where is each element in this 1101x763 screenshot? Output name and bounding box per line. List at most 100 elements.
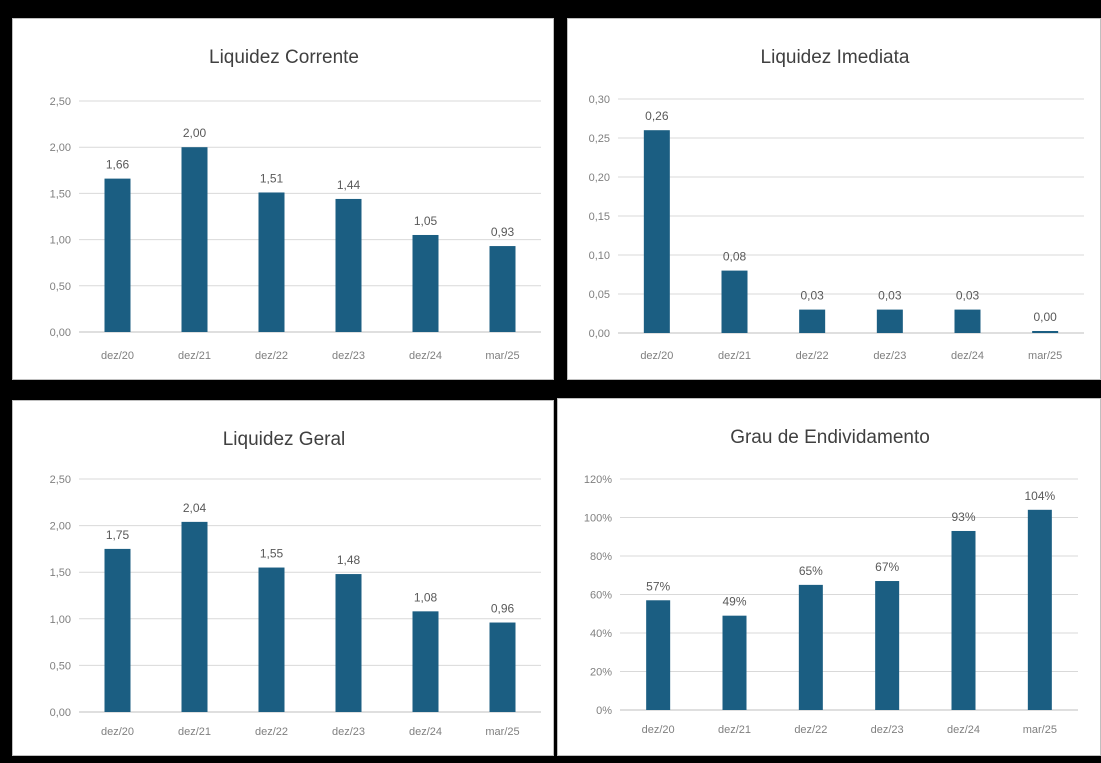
- y-tick-label: 20%: [590, 667, 612, 679]
- x-tick-label: dez/24: [409, 350, 442, 362]
- bar-dez-23: [876, 309, 903, 333]
- y-tick-label: 0,00: [50, 327, 71, 339]
- y-tick-label: 0,00: [589, 328, 610, 340]
- data-label: 1,08: [414, 590, 438, 604]
- data-label: 57%: [646, 579, 670, 593]
- y-tick-label: 2,50: [50, 474, 71, 486]
- x-tick-label: dez/20: [101, 726, 134, 738]
- y-tick-label: 0,15: [589, 211, 610, 223]
- data-label: 65%: [799, 564, 823, 578]
- chart-liquidez-imediata: Liquidez Imediata 0,00 0,05 0,10 0,15 0,20 0,2…: [589, 47, 1084, 362]
- data-label: 0,26: [645, 109, 669, 123]
- x-tick-label: dez/24: [951, 350, 984, 362]
- chart-liquidez-corrente: Liquidez Corrente 0,00 0,50 1,00 1,50 2,00 2,5…: [50, 47, 541, 362]
- bar-dez-24: [954, 309, 981, 333]
- y-tick-label: 80%: [590, 551, 612, 563]
- bar-dez-23: [335, 574, 362, 712]
- bar-dez-23: [335, 198, 362, 332]
- bar-dez-22: [798, 584, 823, 710]
- y-tick-label: 2,00: [50, 521, 71, 533]
- bar-dez-24: [951, 530, 976, 710]
- data-label: 67%: [875, 560, 899, 574]
- x-tick-label: dez/23: [332, 350, 365, 362]
- data-label: 1,48: [337, 553, 361, 567]
- bar-dez-24: [412, 234, 439, 332]
- chart-panel-grau-de-endividamento: Grau de Endividamento 0% 20% 40% 60% 80% 100% 1…: [557, 398, 1101, 756]
- x-tick-label: dez/20: [101, 350, 134, 362]
- data-label: 0,03: [956, 289, 980, 303]
- chart-panel-liquidez-geral: Liquidez Geral 0,00 0,50 1,00 1,50 2,00 2,50 1,…: [12, 400, 554, 756]
- y-tick-label: 0,25: [589, 133, 610, 145]
- x-tick-label: dez/23: [332, 726, 365, 738]
- y-tick-label: 1,50: [50, 567, 71, 579]
- data-label: 1,75: [106, 528, 130, 542]
- data-label: 0,03: [878, 289, 902, 303]
- chart-title: Liquidez Imediata: [761, 47, 910, 68]
- bar-dez-20: [104, 178, 131, 332]
- x-tick-label: dez/21: [178, 726, 211, 738]
- bar-dez-23: [875, 581, 900, 710]
- data-label: 0,08: [723, 250, 747, 264]
- bar-dez-22: [799, 309, 826, 333]
- x-tick-label: dez/20: [642, 724, 675, 736]
- data-label: 0,96: [491, 602, 515, 616]
- bar-dez-24: [412, 611, 439, 712]
- y-tick-label: 120%: [584, 474, 612, 486]
- x-tick-label: mar/25: [1028, 350, 1062, 362]
- chart-title: Grau de Endividamento: [730, 427, 930, 448]
- x-tick-label: dez/20: [640, 350, 673, 362]
- bar-dez-21: [721, 270, 748, 333]
- data-label: 104%: [1024, 489, 1055, 503]
- bar-mar-25: [1032, 331, 1059, 333]
- bar-dez-21: [722, 615, 747, 710]
- chart-grau-de-endividamento: Grau de Endividamento 0% 20% 40% 60% 80% 100% 1…: [584, 427, 1078, 736]
- x-tick-label: dez/23: [871, 724, 904, 736]
- chart-panel-liquidez-corrente: Liquidez Corrente 0,00 0,50 1,00 1,50 2,00 2,5…: [12, 18, 554, 380]
- data-label: 1,05: [414, 214, 438, 228]
- data-label: 0,00: [1033, 310, 1057, 324]
- y-tick-label: 1,00: [50, 235, 71, 247]
- y-tick-label: 0,50: [50, 281, 71, 293]
- x-tick-label: mar/25: [485, 350, 519, 362]
- y-tick-label: 0,30: [589, 94, 610, 106]
- data-label: 1,51: [260, 171, 284, 185]
- data-label: 1,44: [337, 178, 361, 192]
- x-tick-label: dez/22: [255, 726, 288, 738]
- data-label: 93%: [951, 510, 975, 524]
- x-tick-label: dez/24: [409, 726, 442, 738]
- bar-dez-20: [643, 130, 670, 333]
- x-tick-label: dez/21: [718, 350, 751, 362]
- bar-dez-20: [646, 600, 671, 710]
- y-tick-label: 1,50: [50, 188, 71, 200]
- y-tick-label: 100%: [584, 513, 612, 525]
- x-tick-label: dez/21: [718, 724, 751, 736]
- y-tick-label: 0,00: [50, 707, 71, 719]
- y-tick-label: 2,00: [50, 142, 71, 154]
- data-label: 2,04: [183, 501, 207, 515]
- y-tick-label: 0%: [596, 705, 612, 717]
- bar-dez-22: [258, 567, 285, 712]
- x-tick-label: dez/21: [178, 350, 211, 362]
- bar-dez-22: [258, 192, 285, 332]
- bar-mar-25: [489, 246, 516, 332]
- y-tick-label: 40%: [590, 628, 612, 640]
- x-tick-label: dez/22: [794, 724, 827, 736]
- y-tick-label: 60%: [590, 590, 612, 602]
- y-tick-label: 1,00: [50, 614, 71, 626]
- chart-panel-liquidez-imediata: Liquidez Imediata 0,00 0,05 0,10 0,15 0,20 0,2…: [567, 18, 1101, 380]
- chart-title: Liquidez Geral: [223, 429, 346, 450]
- x-tick-label: dez/22: [255, 350, 288, 362]
- y-tick-label: 0,10: [589, 250, 610, 262]
- x-tick-label: mar/25: [1023, 724, 1057, 736]
- x-tick-label: dez/24: [947, 724, 980, 736]
- y-tick-label: 0,05: [589, 289, 610, 301]
- x-tick-label: dez/23: [873, 350, 906, 362]
- x-tick-label: mar/25: [485, 726, 519, 738]
- y-tick-label: 2,50: [50, 96, 71, 108]
- y-tick-label: 0,50: [50, 660, 71, 672]
- data-label: 2,00: [183, 126, 207, 140]
- bar-dez-21: [181, 521, 208, 712]
- y-tick-label: 0,20: [589, 172, 610, 184]
- bar-mar-25: [489, 622, 516, 712]
